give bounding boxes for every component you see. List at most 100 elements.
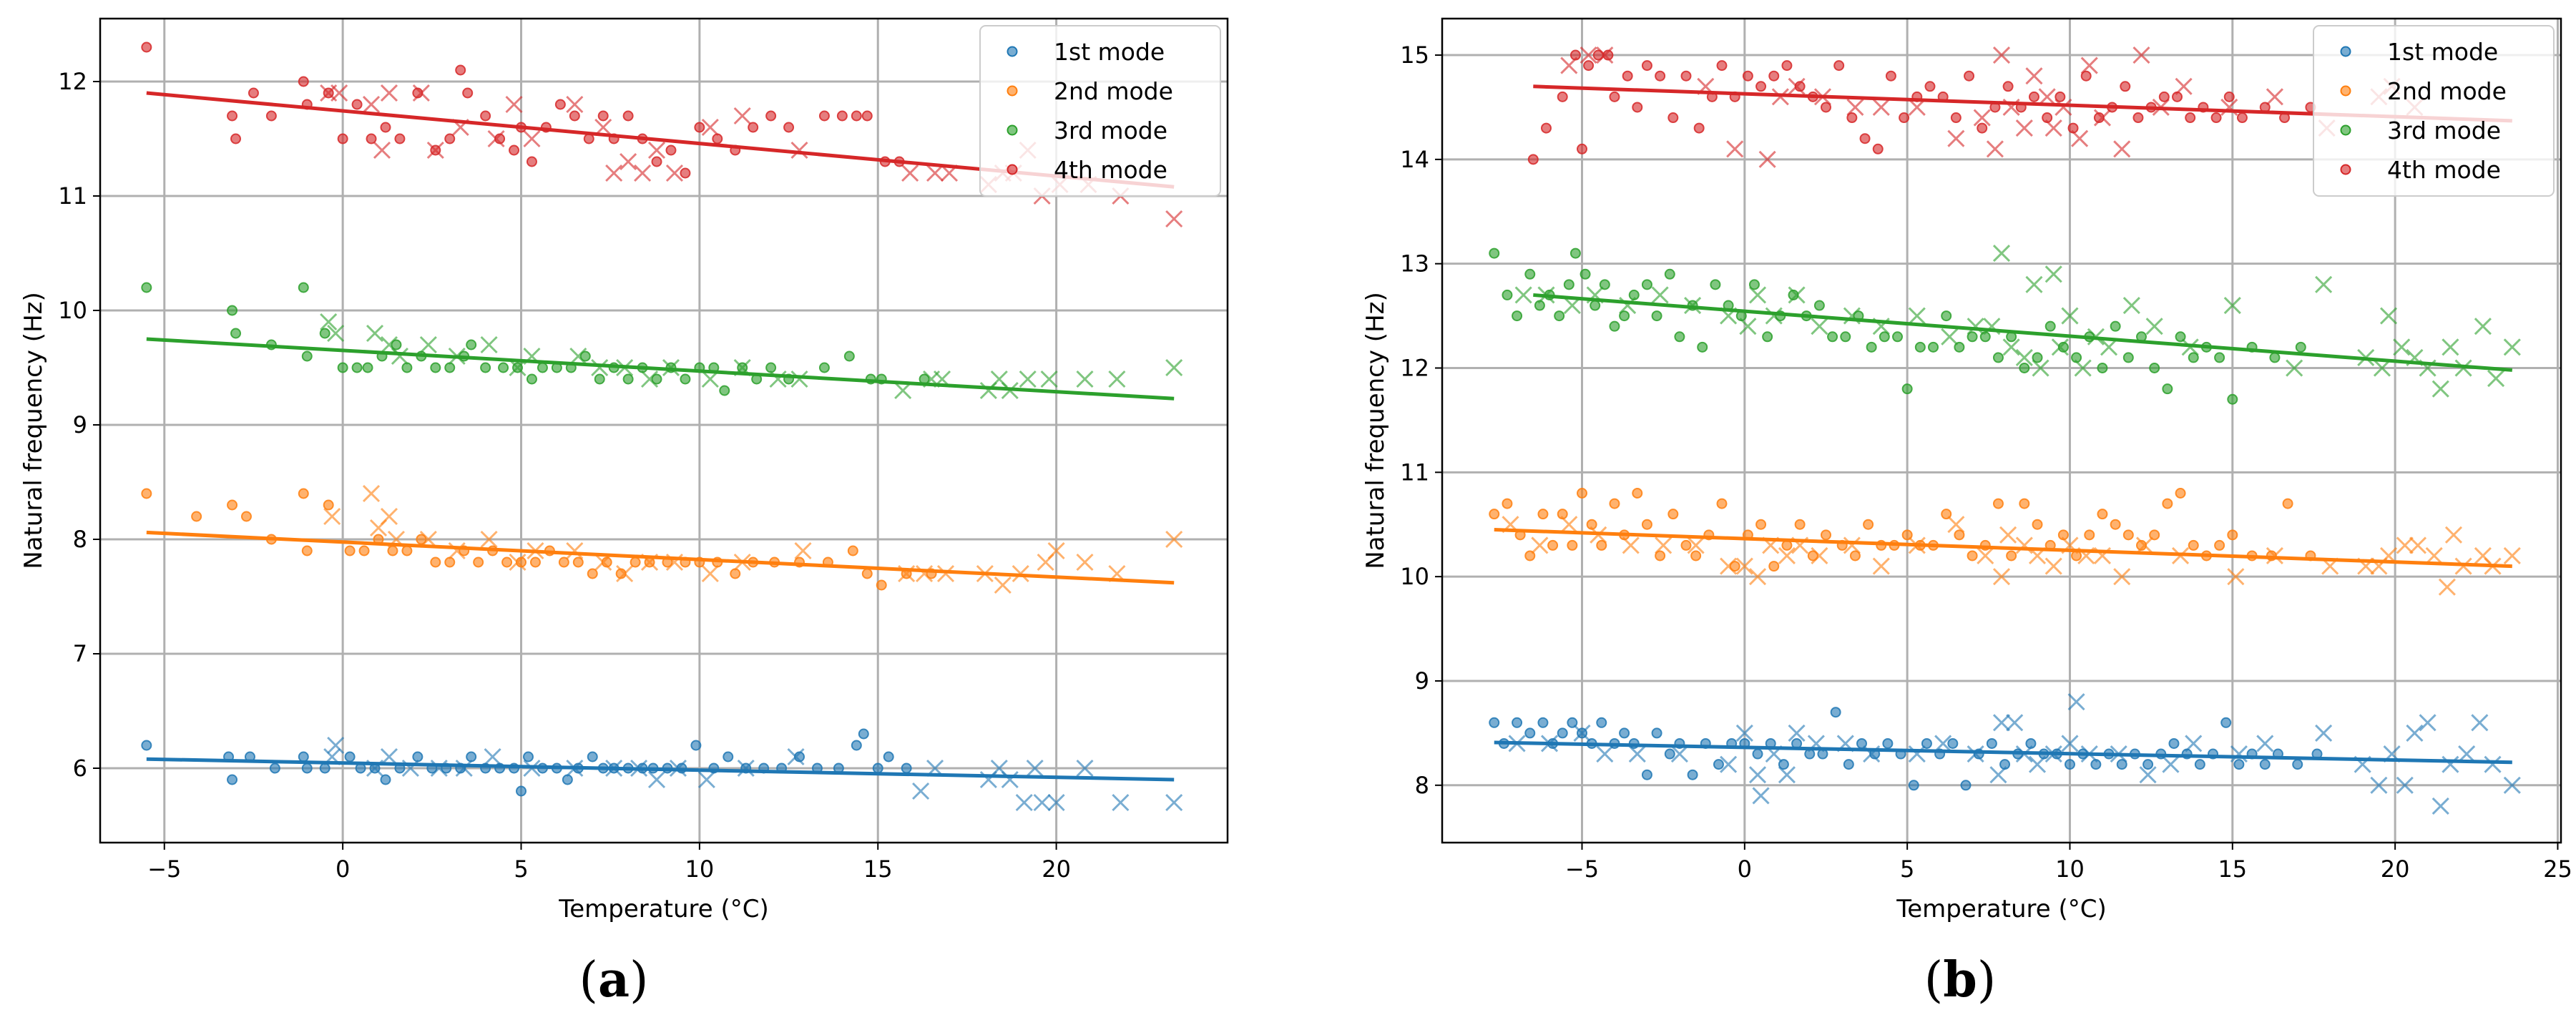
data-point bbox=[1947, 737, 1959, 749]
data-point bbox=[723, 751, 734, 762]
data-point bbox=[1537, 717, 1549, 728]
data-point-cross bbox=[1934, 735, 1952, 752]
fit-line-3rd-mode bbox=[1533, 293, 2512, 372]
x-tick-label: 15 bbox=[863, 855, 893, 883]
data-point bbox=[861, 110, 873, 122]
data-point bbox=[1655, 550, 1666, 562]
data-point-cross bbox=[2074, 359, 2092, 377]
data-point-cross bbox=[2044, 265, 2062, 283]
data-point-cross bbox=[1752, 787, 1770, 805]
y-tick-label: 10 bbox=[58, 297, 87, 324]
data-point bbox=[847, 545, 858, 556]
data-point-cross bbox=[523, 129, 541, 148]
data-point bbox=[269, 762, 280, 774]
data-point-cross bbox=[1872, 557, 1890, 575]
data-point-cross bbox=[701, 564, 719, 583]
data-point bbox=[651, 373, 662, 385]
data-point-cross bbox=[2484, 755, 2502, 773]
data-point bbox=[765, 110, 777, 122]
data-point-cross bbox=[591, 358, 609, 377]
data-point bbox=[597, 110, 609, 122]
data-point-cross bbox=[1748, 568, 1767, 586]
data-point bbox=[883, 751, 894, 762]
data-point-cross bbox=[2474, 318, 2492, 335]
data-point bbox=[344, 751, 356, 762]
data-point-cross bbox=[2025, 67, 2043, 85]
data-point bbox=[2233, 759, 2245, 770]
data-point-cross bbox=[926, 164, 944, 182]
data-point bbox=[301, 762, 313, 774]
data-point bbox=[301, 350, 313, 362]
data-point bbox=[1680, 539, 1692, 551]
x-tick-label: 20 bbox=[1042, 855, 1071, 883]
chart-panel-a: −5 0 5 10 15 20 6 7 8 9 10 11 12 Temperature (°C) Natu… bbox=[19, 17, 1229, 923]
data-point bbox=[2227, 529, 2238, 541]
data-point bbox=[2032, 352, 2043, 363]
data-point-cross bbox=[2230, 745, 2248, 763]
data-point bbox=[2019, 498, 2030, 509]
data-point bbox=[2084, 529, 2095, 541]
data-point bbox=[473, 556, 484, 568]
data-point bbox=[587, 751, 598, 762]
fit-line-2nd-mode bbox=[1494, 528, 2512, 569]
data-point bbox=[558, 556, 569, 568]
data-point bbox=[1563, 279, 1575, 290]
data-point-cross bbox=[1596, 46, 1614, 64]
data-point bbox=[876, 579, 887, 591]
data-point bbox=[2142, 759, 2154, 770]
data-point-cross bbox=[366, 324, 384, 343]
y-tick-label: 13 bbox=[1400, 250, 1429, 278]
data-point bbox=[2019, 363, 2030, 374]
data-point bbox=[319, 328, 330, 339]
legend-label-1st-mode: 1st mode bbox=[2387, 38, 2498, 66]
data-point bbox=[1820, 102, 1831, 113]
panel-label-b: (b) bbox=[1924, 951, 1997, 1009]
data-point bbox=[1807, 550, 1818, 562]
data-point-cross bbox=[1531, 536, 1549, 554]
data-point-cross bbox=[2051, 338, 2069, 356]
data-point-cross bbox=[1033, 793, 1051, 812]
data-point-cross bbox=[426, 141, 444, 160]
data-point-cross bbox=[2067, 693, 2085, 711]
data-point bbox=[858, 728, 869, 740]
data-point-cross bbox=[2044, 119, 2062, 137]
data-point-cross bbox=[2015, 536, 2033, 554]
x-tick-label: 0 bbox=[1738, 855, 1752, 883]
data-point bbox=[1502, 289, 1513, 300]
data-point bbox=[2259, 759, 2271, 770]
data-point bbox=[1690, 550, 1702, 562]
data-point bbox=[265, 110, 277, 122]
data-point bbox=[1641, 60, 1652, 72]
data-point bbox=[843, 350, 855, 362]
data-point bbox=[1537, 509, 1549, 520]
data-point bbox=[1655, 70, 1666, 82]
data-point-cross bbox=[455, 759, 473, 778]
data-point bbox=[1794, 519, 1806, 530]
data-point bbox=[1967, 331, 1978, 343]
data-point-cross bbox=[1986, 140, 2004, 158]
data-point bbox=[1547, 539, 1559, 551]
data-point bbox=[901, 762, 912, 774]
data-point bbox=[230, 133, 242, 144]
y-tick-label: 11 bbox=[58, 182, 87, 210]
data-point-cross bbox=[2044, 557, 2062, 575]
data-point bbox=[1583, 60, 1595, 72]
data-point bbox=[851, 110, 862, 122]
data-point bbox=[665, 144, 677, 156]
data-point-cross bbox=[1947, 129, 1965, 147]
data-point-cross bbox=[448, 541, 466, 560]
data-point-cross bbox=[916, 564, 934, 583]
data-point-cross bbox=[1720, 755, 1738, 773]
data-point-cross bbox=[1560, 57, 1578, 74]
data-point bbox=[2097, 509, 2108, 520]
legend-label-2nd-mode: 2nd mode bbox=[2387, 77, 2507, 105]
data-point-cross bbox=[484, 747, 501, 766]
data-point bbox=[1641, 279, 1652, 290]
data-point bbox=[1716, 60, 1728, 72]
data-point-cross bbox=[1622, 536, 1640, 554]
data-point bbox=[1577, 487, 1587, 499]
data-point bbox=[455, 64, 466, 76]
data-point-cross bbox=[2139, 766, 2157, 784]
data-point-cross bbox=[2032, 359, 2049, 377]
data-point-cross bbox=[1001, 770, 1019, 789]
